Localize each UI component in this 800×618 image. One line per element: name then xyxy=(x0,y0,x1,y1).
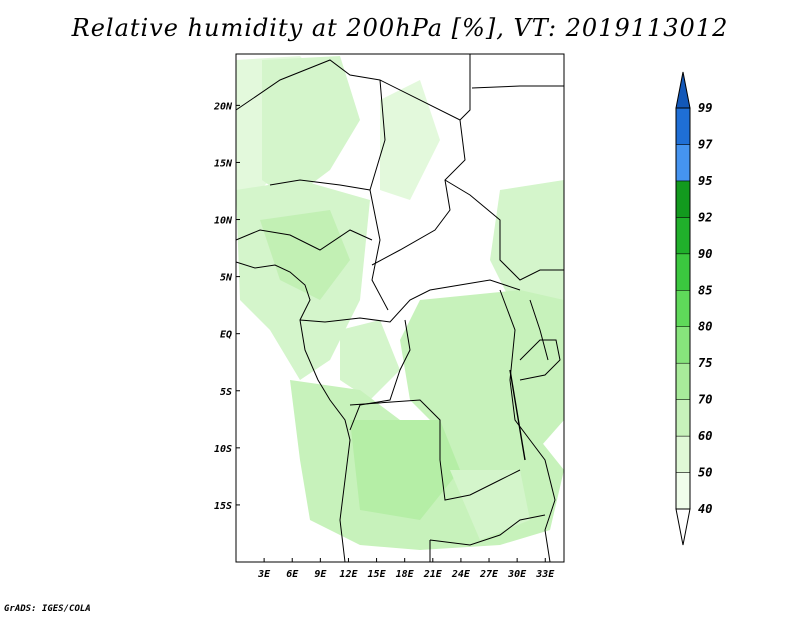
lon-tick-label: 27E xyxy=(479,569,499,580)
colorbar-label: 99 xyxy=(698,101,712,115)
colorbar-segment xyxy=(675,326,691,364)
lon-tick-label: 30E xyxy=(507,569,527,580)
colorbar-segment xyxy=(675,144,691,182)
colorbar-label: 97 xyxy=(698,137,713,151)
colorbar-segment xyxy=(675,472,691,510)
lat-tick-label: 10N xyxy=(214,216,233,227)
colorbar-label: 40 xyxy=(698,502,712,516)
colorbar-segment xyxy=(675,435,691,473)
colorbar-min-triangle xyxy=(675,508,691,546)
map-title: Relative humidity at 200hPa [%], VT: 201… xyxy=(71,14,729,42)
country-borders xyxy=(235,54,564,563)
latitude-ticks: 20N 15N 10N 5N EQ 5S 10S 15S xyxy=(213,101,240,512)
lon-tick-label: 33E xyxy=(535,569,555,580)
colorbar: 40 50 60 70 75 80 85 90 92 95 97 99 xyxy=(675,71,713,546)
longitude-ticks: 3E 6E 9E 12E 15E 18E 21E 24E 27E 30E 33E xyxy=(257,558,555,580)
lon-tick-label: 6E xyxy=(286,569,299,580)
colorbar-label: 85 xyxy=(698,283,712,297)
colorbar-label: 90 xyxy=(698,247,712,261)
lon-tick-label: 24E xyxy=(451,569,471,580)
colorbar-label: 80 xyxy=(698,320,712,334)
lat-tick-label: 15N xyxy=(214,158,233,169)
lat-tick-label: 10S xyxy=(214,444,232,455)
lat-tick-label: 20N xyxy=(213,101,233,112)
lon-tick-label: 15E xyxy=(368,569,387,580)
colorbar-label: 70 xyxy=(698,393,712,407)
colorbar-segment xyxy=(675,290,691,327)
lat-tick-label: 5N xyxy=(220,273,233,284)
colorbar-label: 95 xyxy=(698,174,712,188)
lon-tick-label: 9E xyxy=(314,569,327,580)
lon-tick-label: 18E xyxy=(396,569,415,580)
colorbar-label: 92 xyxy=(698,210,712,224)
lon-tick-label: 3E xyxy=(257,569,271,580)
lon-tick-label: 21E xyxy=(423,569,443,580)
humidity-shading xyxy=(236,56,564,550)
colorbar-label: 50 xyxy=(698,466,712,480)
coastline-west xyxy=(235,261,351,563)
colorbar-segment xyxy=(675,362,691,400)
map-frame xyxy=(235,53,565,563)
colorbar-outline xyxy=(675,107,691,510)
credit-label: GrADS: IGES/COLA xyxy=(4,604,91,614)
lat-tick-label: 5S xyxy=(220,387,232,398)
colorbar-segment xyxy=(675,180,691,218)
colorbar-segment xyxy=(675,217,691,255)
colorbar-max-triangle xyxy=(675,71,691,109)
lat-tick-label: EQ xyxy=(220,330,232,341)
lon-tick-label: 12E xyxy=(339,569,358,580)
lat-tick-label: 15S xyxy=(214,501,232,512)
colorbar-label: 75 xyxy=(698,356,712,370)
colorbar-segment xyxy=(675,253,691,291)
colorbar-segment xyxy=(675,107,691,145)
colorbar-segment xyxy=(675,399,691,437)
colorbar-label: 60 xyxy=(698,429,712,443)
